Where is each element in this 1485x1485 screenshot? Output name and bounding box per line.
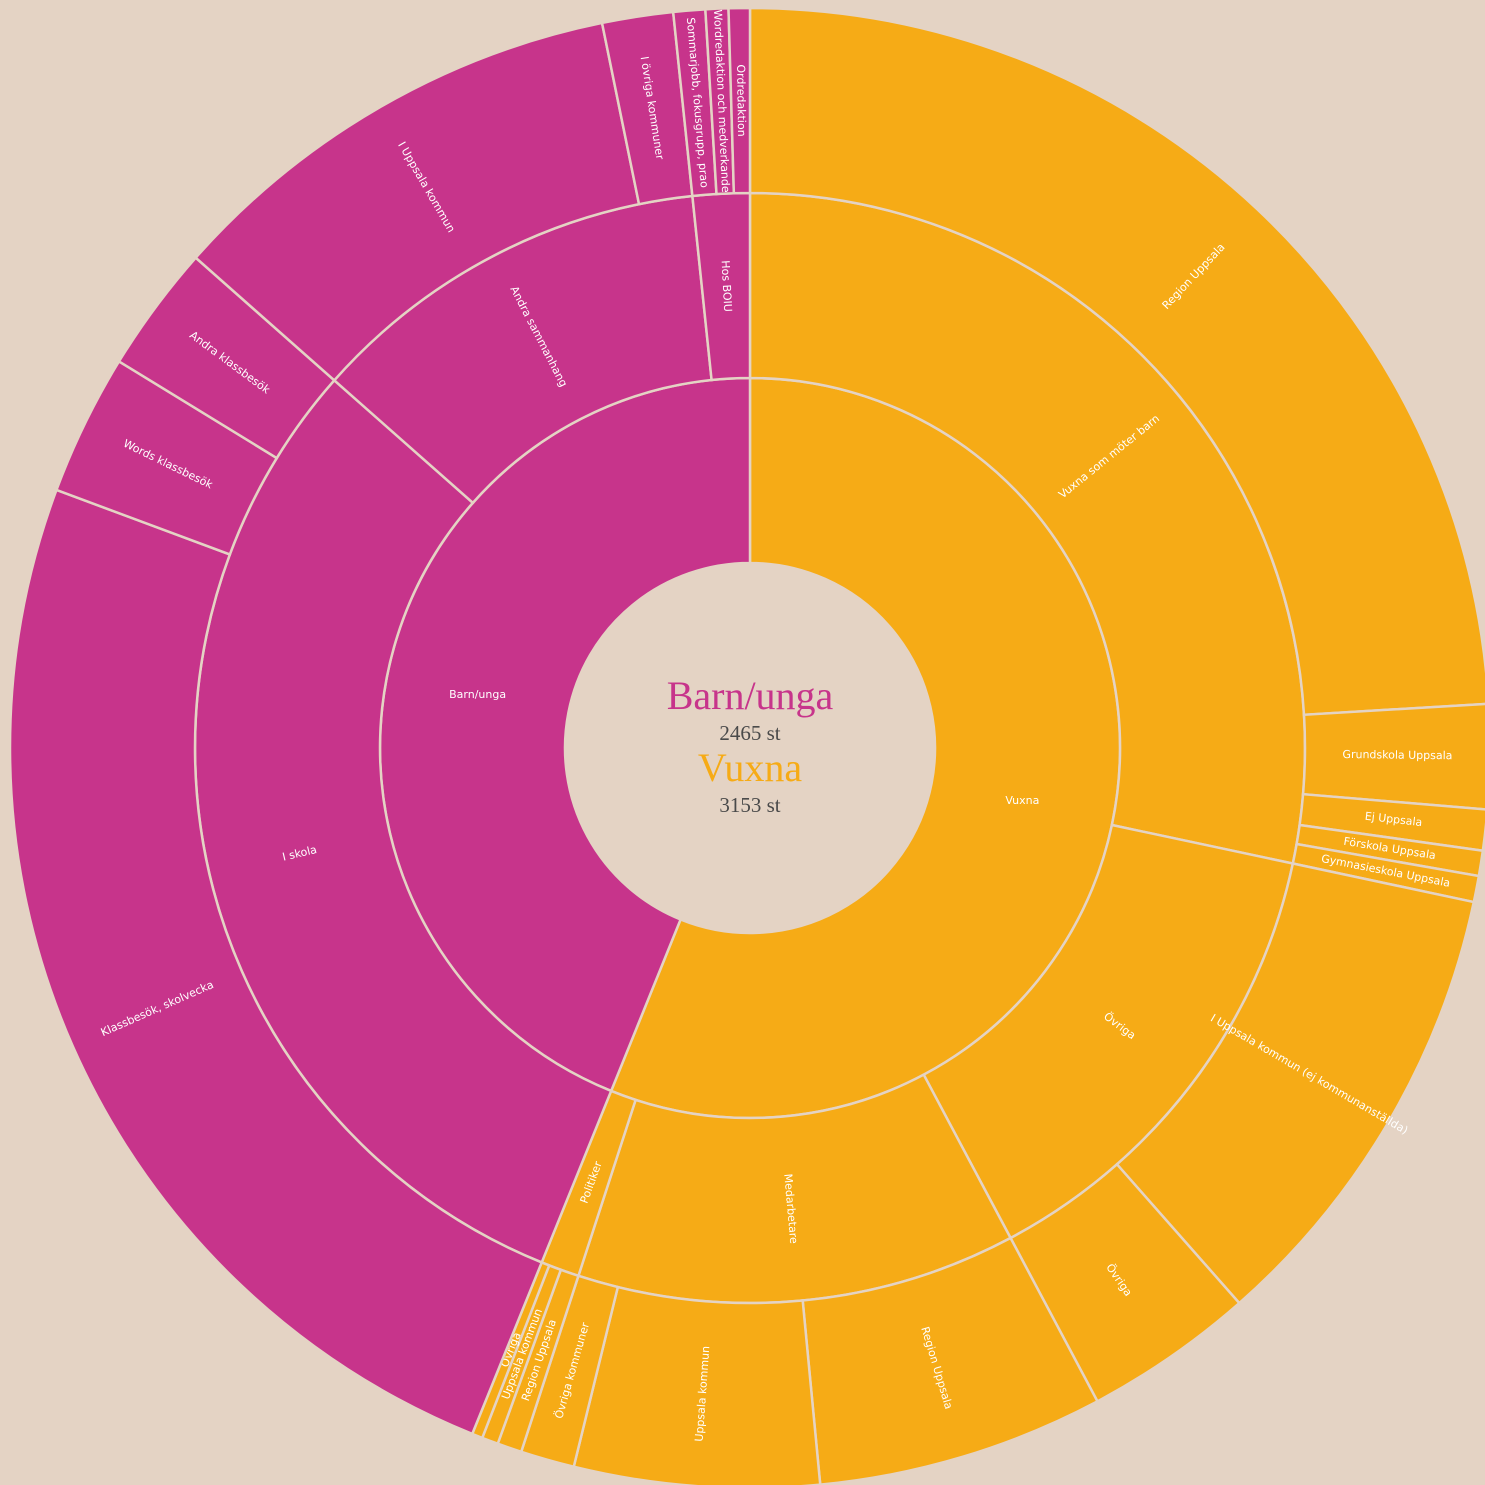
segment xyxy=(8,488,544,1436)
segment-label: Vuxna xyxy=(1005,794,1039,807)
center-name: Barn/unga xyxy=(667,673,834,718)
segment-label: Hos BOIU xyxy=(719,260,735,312)
center-value: 2465 st xyxy=(719,721,780,745)
center-name: Vuxna xyxy=(698,745,802,790)
center-value: 3153 st xyxy=(719,793,780,817)
segment-label: Ordredaktion xyxy=(734,64,748,136)
segment xyxy=(748,6,1485,717)
segment-label: Ej Uppsala xyxy=(1364,810,1423,829)
segment xyxy=(727,6,752,195)
segment-label: Grundskola Uppsala xyxy=(1342,748,1452,762)
segment-label: Medarbetare xyxy=(781,1173,800,1244)
segment-label: Barn/unga xyxy=(449,688,506,701)
